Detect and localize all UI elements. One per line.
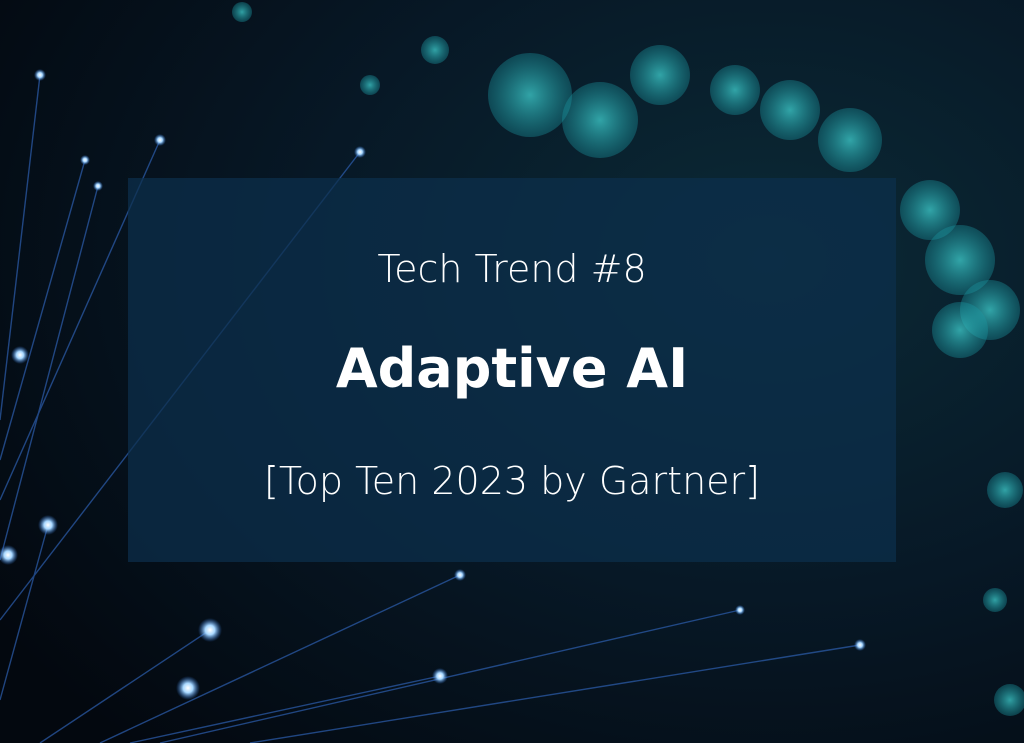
bokeh	[983, 588, 1007, 612]
fiber	[39, 629, 211, 743]
fiber-tip	[454, 569, 466, 581]
bokeh	[760, 80, 820, 140]
fiber	[129, 675, 441, 743]
bokeh	[360, 75, 380, 95]
fiber-tip	[198, 618, 222, 642]
fiber-tip	[34, 69, 46, 81]
fiber-tip	[0, 545, 18, 565]
fiber-tip	[11, 346, 29, 364]
bokeh	[488, 53, 572, 137]
subtitle: [Top Ten 2023 by Gartner]	[264, 459, 760, 503]
bokeh	[232, 2, 252, 22]
fiber-tips	[0, 69, 866, 700]
text-panel	[128, 178, 896, 562]
fiber-tip	[735, 605, 745, 615]
kicker: Tech Trend #8	[377, 247, 646, 291]
bokeh	[630, 45, 690, 105]
bokeh	[994, 684, 1024, 716]
bokeh	[818, 108, 882, 172]
bokeh	[932, 302, 988, 358]
fiber-tip	[854, 639, 866, 651]
fiber-tip	[432, 668, 448, 684]
fiber	[0, 159, 86, 461]
fiber	[0, 185, 99, 561]
fiber-tip	[354, 146, 366, 158]
fiber	[0, 74, 41, 421]
bokeh	[925, 225, 995, 295]
fiber	[0, 524, 49, 701]
bokeh-lights	[232, 2, 1024, 716]
fiber	[249, 644, 861, 743]
fiber-tip	[93, 181, 103, 191]
fiber-tip	[80, 155, 90, 165]
bokeh	[562, 82, 638, 158]
bokeh	[987, 472, 1023, 508]
bokeh	[900, 180, 960, 240]
bokeh	[710, 65, 760, 115]
fiber-tip	[154, 134, 166, 146]
fiber	[99, 574, 461, 743]
fiber-tip	[176, 676, 200, 700]
headline: Adaptive AI	[336, 337, 688, 400]
fiber-tip	[38, 515, 58, 535]
bokeh	[421, 36, 449, 64]
fiber	[159, 609, 741, 743]
